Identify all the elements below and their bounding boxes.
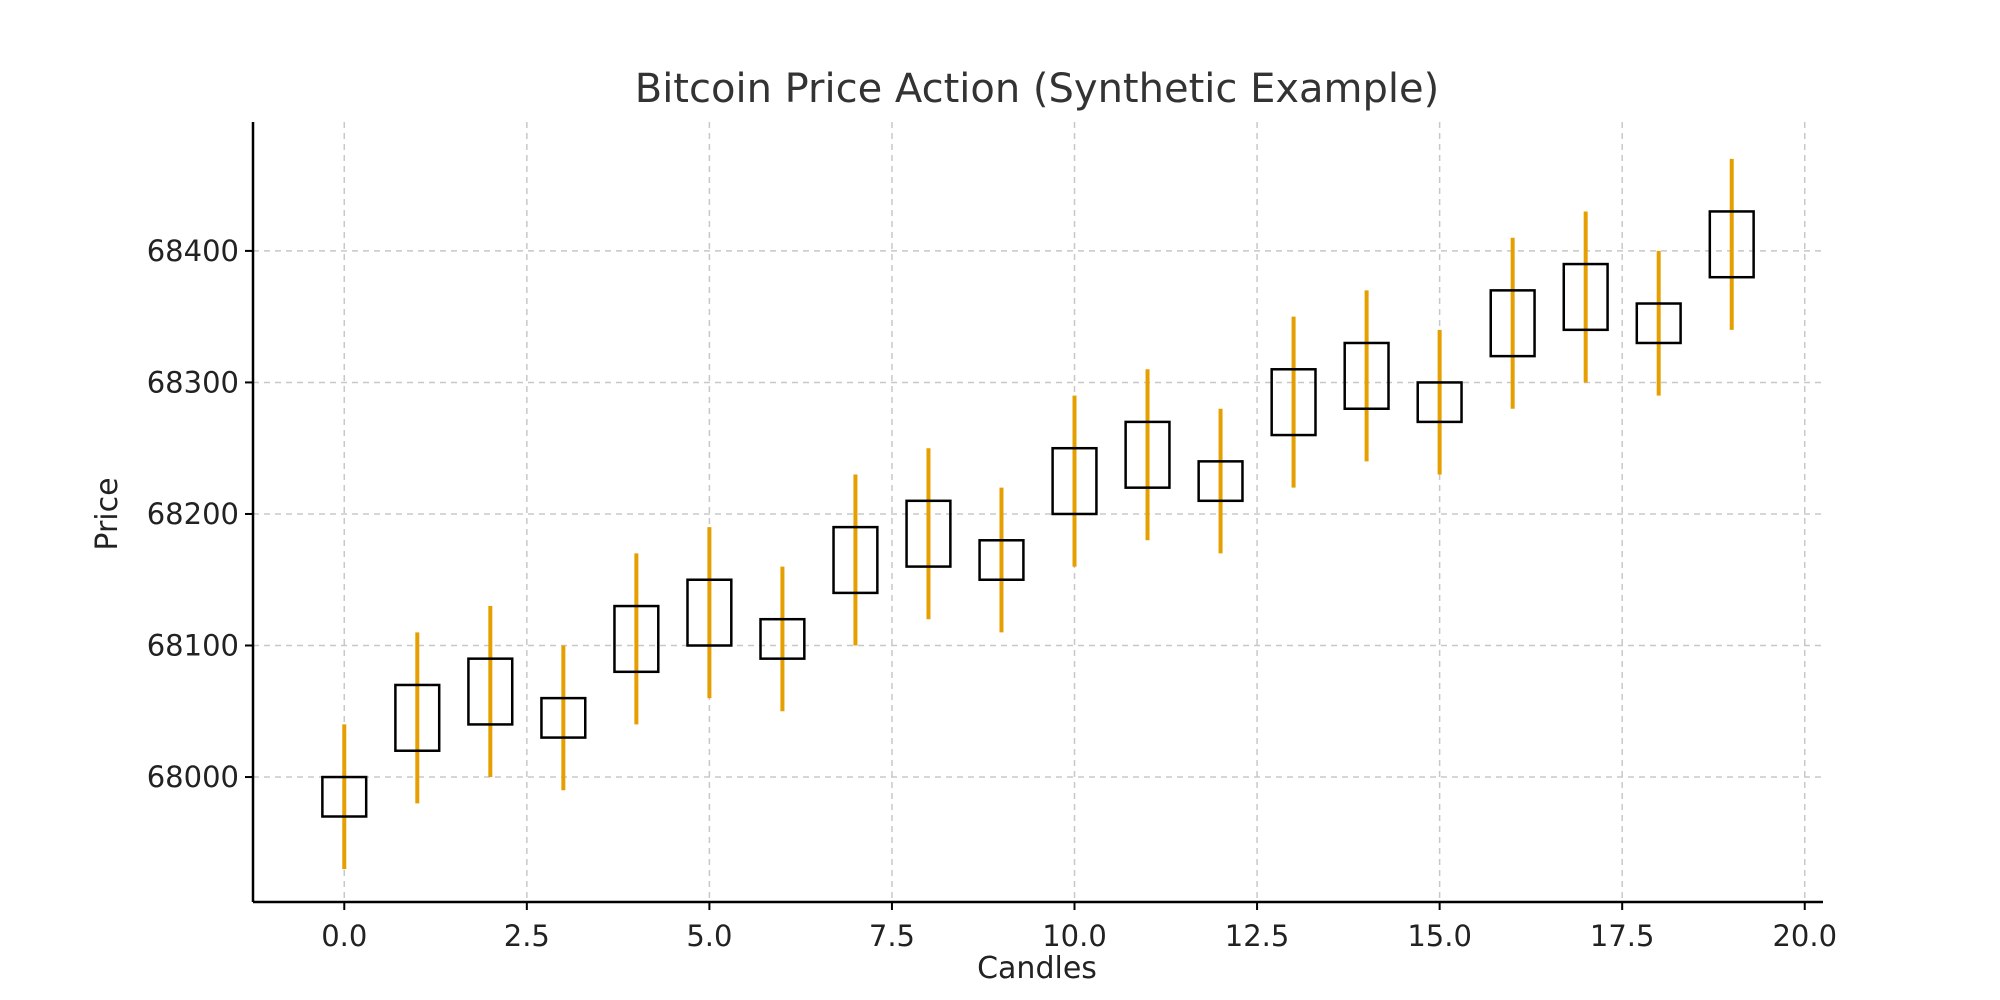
x-tick-label: 12.5 [1225,919,1290,953]
x-tick-label: 15.0 [1407,919,1472,953]
candle-body-13 [1270,368,1317,437]
grid-lines [253,122,1823,902]
candle-body-5 [686,578,733,647]
x-tick-label: 20.0 [1772,919,1837,953]
candle-body-9 [978,539,1025,581]
candle-body-1 [394,683,441,752]
y-tick-label: 68200 [147,497,239,531]
candle-body-18 [1635,302,1682,345]
candle-body-16 [1489,289,1536,358]
candle-body-10 [1051,446,1098,516]
candle-body-15 [1416,381,1463,424]
candle-body-11 [1124,420,1171,489]
candle-body-6 [759,617,806,660]
candle-body-2 [467,657,514,726]
x-axis-ticks: 0.0 2.5 5.0 7.5 10.0 12.5 15.0 17.5 20.0 [321,902,1837,953]
y-tick-label: 68100 [147,629,239,663]
y-axis-label: Price [90,477,125,550]
candle-body-14 [1343,341,1390,410]
x-axis-label: Candles [977,951,1097,986]
y-tick-label: 68300 [147,365,239,399]
candle-body-3 [540,696,587,739]
candle-body-7 [832,525,879,595]
candle-body-0 [321,775,368,818]
y-tick-label: 68400 [147,234,239,268]
x-tick-label: 5.0 [686,919,732,953]
x-tick-label: 2.5 [504,919,550,953]
x-tick-label: 0.0 [321,919,367,953]
x-tick-label: 7.5 [869,919,915,953]
candle-body-19 [1708,210,1755,279]
wicks [342,158,1734,870]
candle-body-12 [1197,460,1244,503]
chart-title: Bitcoin Price Action (Synthetic Example) [635,66,1439,112]
candle-body-4 [613,604,660,674]
y-tick-label: 68000 [147,760,239,794]
candle-bodies [321,210,1755,818]
candle-body-8 [905,499,952,568]
x-tick-label: 17.5 [1590,919,1655,953]
y-axis-ticks: 68000 68100 68200 68300 68400 [147,234,253,794]
candle-body-17 [1562,262,1609,332]
axes [251,122,1823,904]
x-tick-label: 10.0 [1042,919,1107,953]
